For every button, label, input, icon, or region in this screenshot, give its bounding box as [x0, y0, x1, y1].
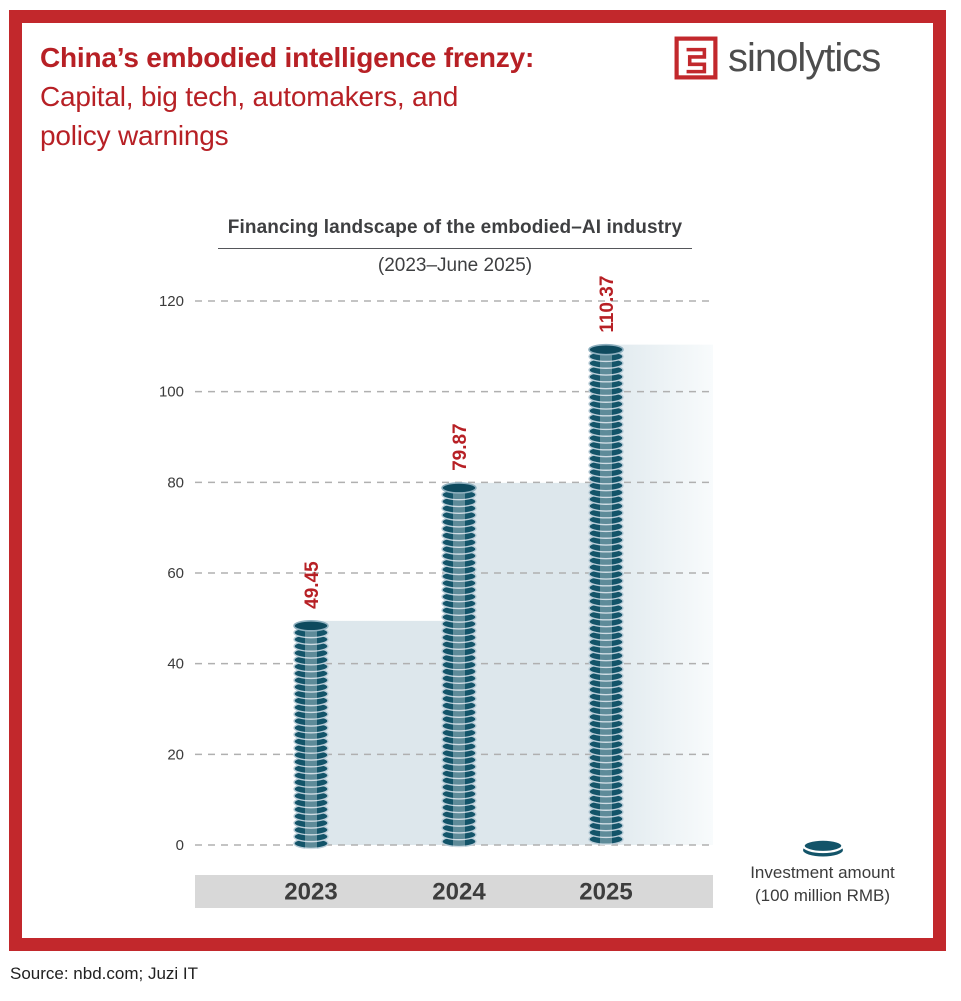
coin-icon	[802, 839, 843, 857]
value-label-2024: 79.87	[450, 423, 471, 471]
x-label-2025: 2025	[579, 879, 632, 906]
y-tick-0: 0	[176, 837, 184, 854]
bar-2025	[588, 343, 624, 851]
y-tick-60: 60	[167, 565, 184, 582]
brand-logo: sinolytics	[674, 36, 881, 80]
legend-line1: Investment amount	[750, 863, 895, 882]
y-tick-80: 80	[167, 474, 184, 491]
y-tick-120: 120	[159, 293, 184, 310]
bar-2023	[293, 620, 329, 851]
y-tick-100: 100	[159, 384, 184, 401]
sinolytics-logo-icon	[674, 36, 718, 80]
y-tick-40: 40	[167, 656, 184, 673]
value-label-2023: 49.45	[302, 561, 323, 609]
chart-legend: Investment amount (100 million RMB)	[735, 839, 910, 907]
x-label-2024: 2024	[432, 879, 486, 906]
page-title: China’s embodied intelligence frenzy: Ca…	[40, 38, 534, 155]
step-area	[311, 344, 713, 845]
chart-subtitle: (2023–June 2025)	[377, 255, 533, 276]
value-label-2025: 110.37	[597, 276, 618, 333]
x-label-2023: 2023	[284, 879, 337, 906]
source-note: Source: nbd.com; Juzi IT	[10, 964, 199, 983]
brand-wordmark: sinolytics	[728, 36, 881, 80]
page-title-line2: Capital, big tech, automakers, and	[40, 81, 459, 112]
y-tick-20: 20	[167, 746, 184, 763]
page-title-line1: China’s embodied intelligence frenzy:	[40, 42, 535, 73]
legend-line2: (100 million RMB)	[754, 886, 891, 905]
x-axis-band	[195, 875, 713, 908]
chart-title: Financing landscape of the embodied–AI i…	[217, 217, 693, 249]
chart-title-wrap: Financing landscape of the embodied–AI i…	[160, 217, 750, 249]
bar-2024	[441, 482, 477, 851]
page-title-line3: policy warnings	[40, 120, 229, 151]
